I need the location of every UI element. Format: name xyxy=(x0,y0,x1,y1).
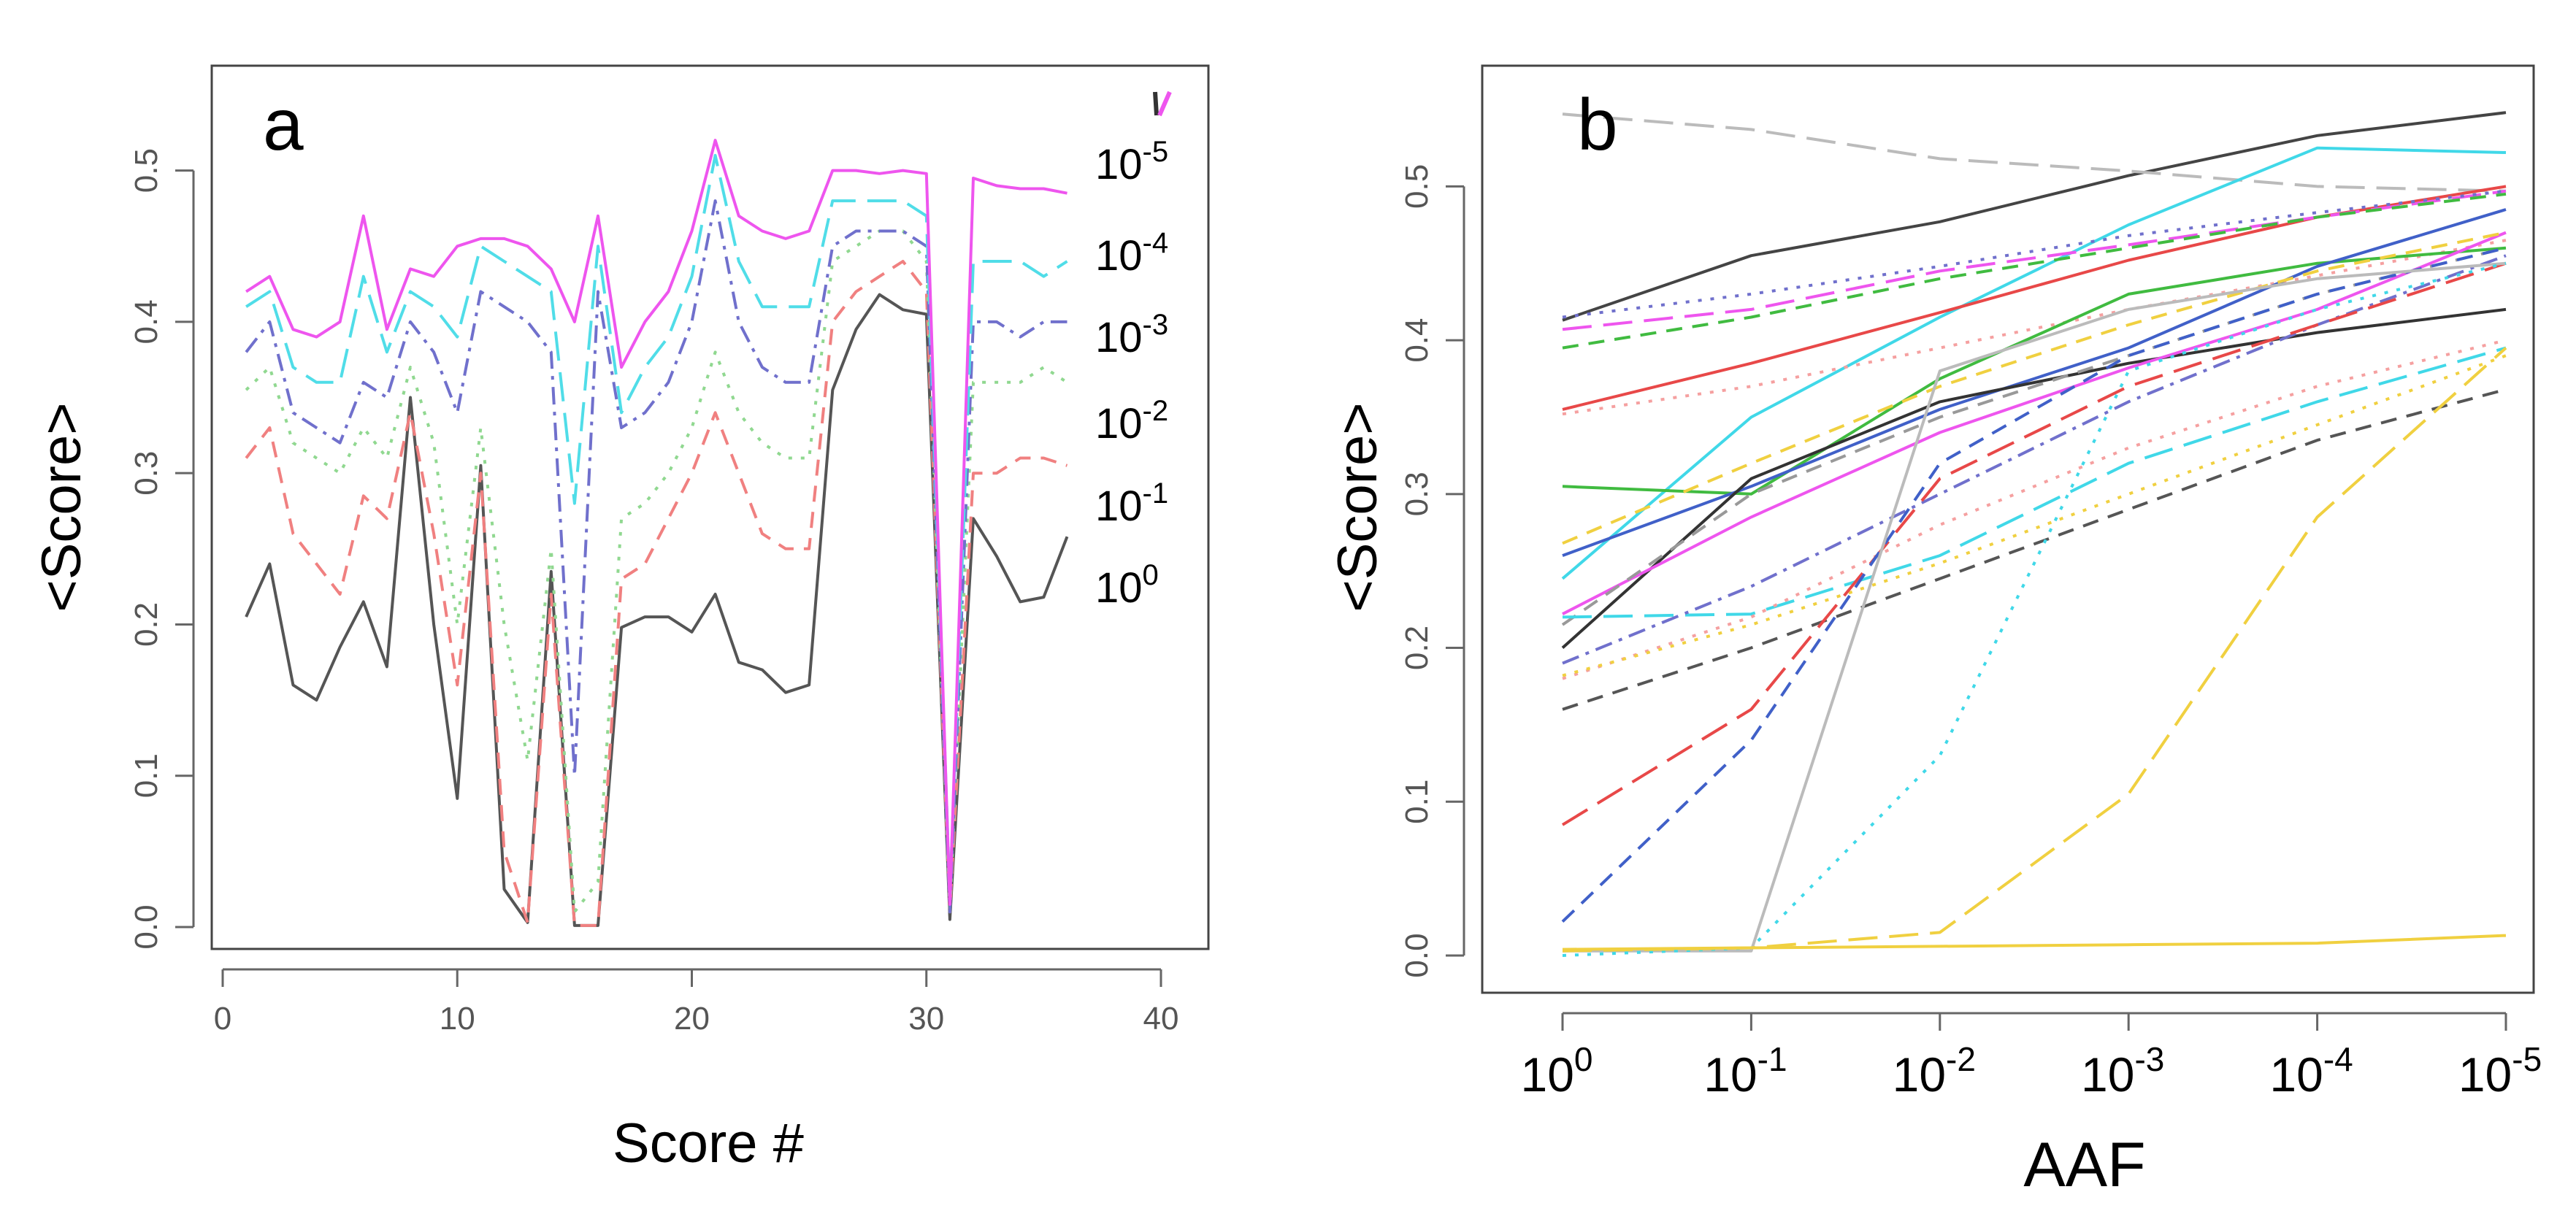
panel-b-y-tick-label: 0.2 xyxy=(1399,626,1435,670)
panel-a-legend-marker xyxy=(1153,91,1159,116)
panel-b-series-line xyxy=(1562,347,2507,953)
panel-a-label: a xyxy=(263,84,304,166)
panel-b-series-line xyxy=(1561,246,2507,626)
panel-a-y-tick-label: 0.3 xyxy=(129,451,164,496)
panel-b-series-line xyxy=(1563,261,2507,953)
panel-b-series-line xyxy=(1562,208,2507,557)
panel-b-series-line xyxy=(1562,192,2507,350)
panel-b-x-axis-title: AAF xyxy=(2023,1130,2145,1200)
panel-a-x-tick-label: 10 xyxy=(440,1001,475,1037)
panel-b-x-tick-label: 10-1 xyxy=(1703,1040,1787,1102)
panel-a-series-line xyxy=(245,199,1067,914)
panel-b-series-line xyxy=(1561,246,2507,923)
panel-b-y-axis-title: <Score> xyxy=(1327,402,1389,612)
panel-b-series-line xyxy=(1562,231,2507,615)
panel-b-series-line xyxy=(1562,246,2507,496)
panel-b: 0.0 0.1 0.2 0.3 0.4 0.5 100 10-1 10-2 10-3 10-4 10-… xyxy=(1327,64,2542,1200)
panel-b-series-line xyxy=(1561,261,2507,826)
panel-b-x-tick-label: 10-4 xyxy=(2269,1040,2353,1102)
panel-a-series-line xyxy=(245,260,1068,927)
panel-b-series-line xyxy=(1562,261,2507,957)
panel-b-series-line xyxy=(1562,339,2507,680)
panel-b-plot-frame xyxy=(1481,64,2535,994)
panel-b-label: b xyxy=(1577,84,1618,166)
panel-a-series-line xyxy=(245,293,1069,927)
panel-b-y-tick-label: 0.1 xyxy=(1399,780,1435,824)
panel-b-y-tick-label: 0.0 xyxy=(1399,933,1435,977)
panel-a-x-tick-label: 30 xyxy=(908,1001,944,1037)
panel-a-x-tick-label: 0 xyxy=(214,1001,231,1037)
panel-b-series-line xyxy=(1562,111,2507,322)
panel-b-y-tick-label: 0.3 xyxy=(1399,472,1435,516)
panel-b-x-tick-label: 10-5 xyxy=(2458,1040,2542,1102)
panel-a-y-tick-label: 0.5 xyxy=(129,148,164,193)
panel-a-legend-entry: 10-3 xyxy=(1095,309,1168,361)
panel-a-x-tick-label: 20 xyxy=(674,1001,710,1037)
panel-a: 0.0 0.1 0.2 0.3 0.4 0.5 0 10 20 30 40 a Score # <S… xyxy=(31,64,1210,1175)
panel-a-y-tick-label: 0.0 xyxy=(129,904,164,949)
panel-a-legend-entry: 10-4 xyxy=(1095,227,1168,280)
panel-a-plot-frame xyxy=(210,64,1210,950)
panel-b-y-tick-label: 0.4 xyxy=(1399,318,1435,363)
panel-a-y-tick-label: 0.2 xyxy=(129,602,164,647)
panel-a-legend-entry: 10-1 xyxy=(1095,477,1168,530)
panel-b-series-line xyxy=(1562,388,2507,711)
panel-b-series-line xyxy=(1562,231,2507,545)
panel-b-series-line xyxy=(1562,354,2507,677)
panel-a-y-axis-title: <Score> xyxy=(31,402,93,612)
panel-b-series-line xyxy=(1562,346,2507,619)
panel-a-y-tick-label: 0.1 xyxy=(129,753,164,798)
panel-a-x-tick-label: 40 xyxy=(1143,1001,1179,1037)
panel-a-legend-entry: 10-2 xyxy=(1095,395,1168,447)
panel-b-series-line xyxy=(1561,307,2507,649)
panel-a-y-tick-label: 0.4 xyxy=(129,299,164,344)
panel-b-series-line xyxy=(1561,146,2507,580)
panel-b-series-line xyxy=(1562,112,2507,193)
panel-a-x-axis-title: Score # xyxy=(613,1112,804,1175)
panel-b-x-tick-label: 100 xyxy=(1520,1040,1592,1102)
panel-a-legend-marker xyxy=(1157,91,1172,117)
panel-b-x-tick-label: 10-2 xyxy=(1893,1040,1976,1102)
panel-a-legend-entry: 100 xyxy=(1095,559,1159,612)
panel-b-x-tick-label: 10-3 xyxy=(2081,1040,2164,1102)
panel-b-series-line xyxy=(1562,934,2507,951)
panel-a-legend-entry: 10-5 xyxy=(1095,136,1168,188)
panel-a-series-line xyxy=(245,229,1068,914)
panel-b-y-tick-label: 0.5 xyxy=(1399,164,1435,209)
panel-a-series-line xyxy=(245,139,1067,906)
